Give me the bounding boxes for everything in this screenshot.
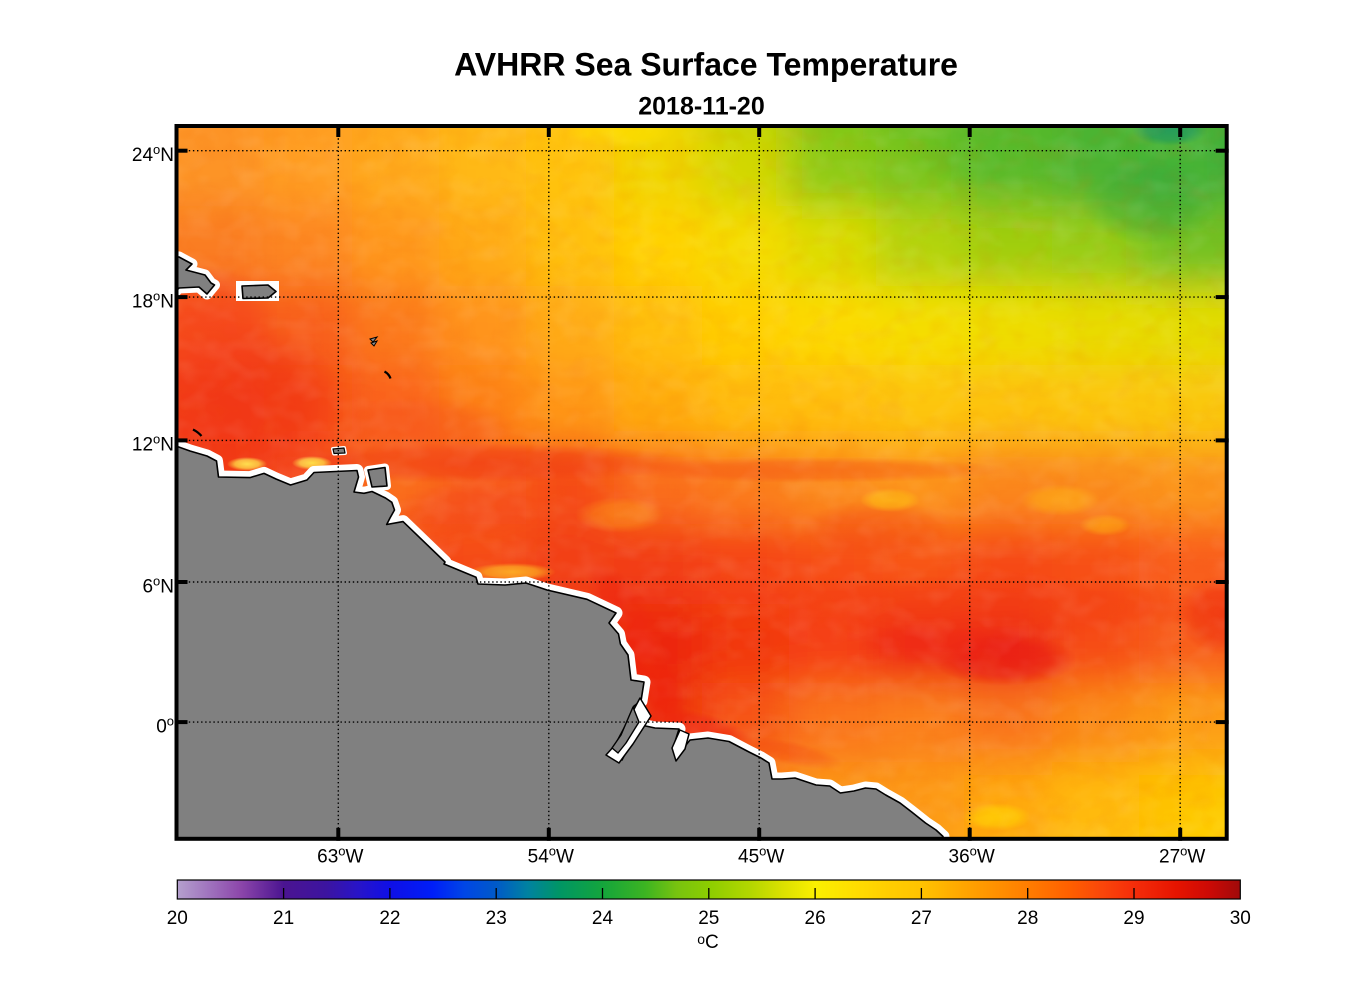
svg-text:25: 25	[698, 908, 719, 929]
svg-text:21: 21	[273, 908, 294, 929]
svg-text:20: 20	[167, 908, 188, 929]
svg-text:AVHRR Sea Surface Temperature: AVHRR Sea Surface Temperature	[454, 47, 958, 83]
svg-text:26: 26	[805, 908, 826, 929]
svg-text:27oW: 27oW	[1159, 843, 1205, 867]
svg-text:24: 24	[592, 908, 614, 929]
svg-text:36oW: 36oW	[949, 843, 995, 867]
svg-text:24oN: 24oN	[132, 142, 174, 166]
svg-text:27: 27	[911, 908, 932, 929]
svg-text:45oW: 45oW	[738, 843, 784, 867]
svg-text:12oN: 12oN	[132, 432, 174, 456]
svg-text:54oW: 54oW	[528, 843, 574, 867]
svg-text:18oN: 18oN	[132, 288, 174, 312]
svg-text:22: 22	[379, 908, 400, 929]
svg-text:2018-11-20: 2018-11-20	[638, 93, 765, 121]
svg-text:0o: 0o	[156, 713, 174, 737]
svg-text:oC: oC	[697, 931, 719, 953]
svg-text:63oW: 63oW	[317, 843, 363, 867]
svg-text:6oN: 6oN	[142, 573, 174, 597]
svg-text:28: 28	[1017, 908, 1038, 929]
svg-text:23: 23	[486, 908, 507, 929]
svg-text:29: 29	[1123, 908, 1144, 929]
svg-text:30: 30	[1230, 908, 1251, 929]
